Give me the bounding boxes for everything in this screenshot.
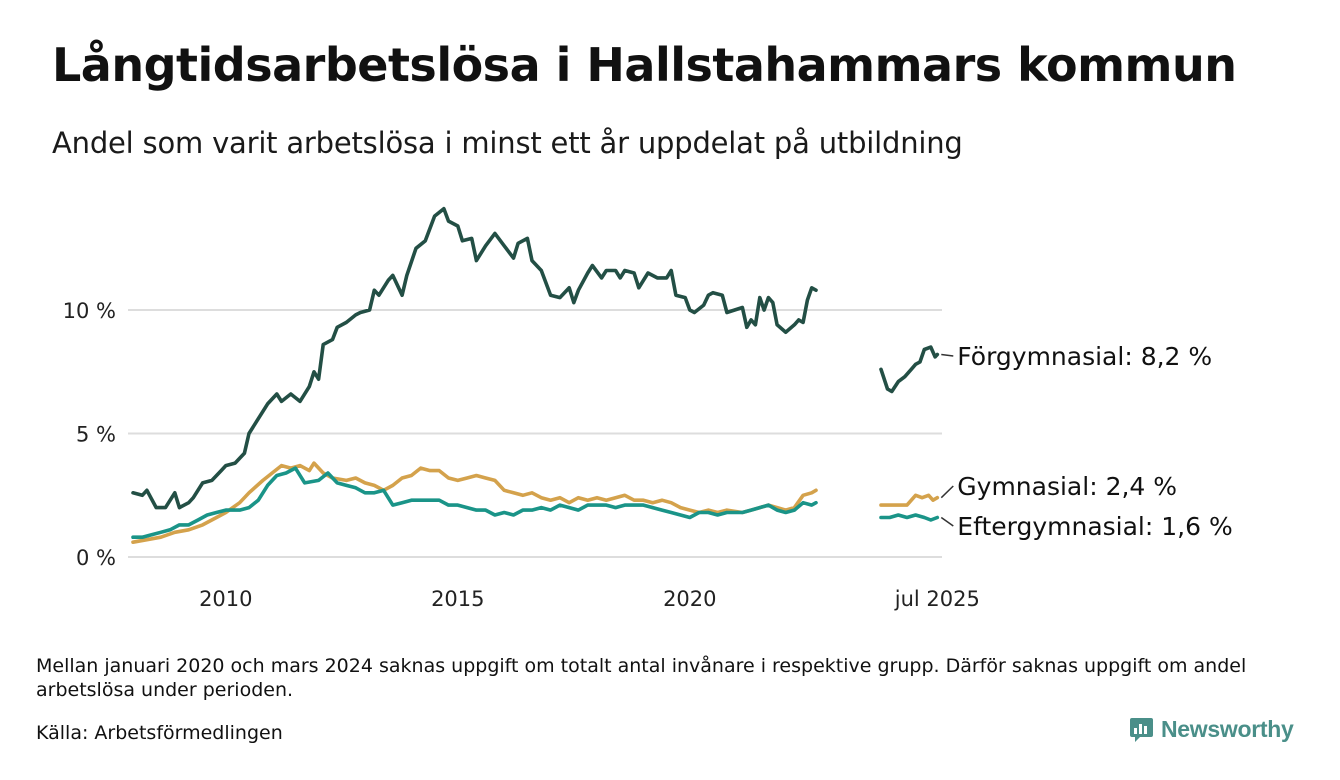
y-tick-label: 5 % — [76, 423, 116, 447]
footnote: Mellan januari 2020 och mars 2024 saknas… — [36, 655, 1247, 701]
series-line-gymnasial-segment-1 — [131, 461, 818, 544]
series-line-eftergymnasial-segment-2 — [879, 513, 940, 522]
newsworthy-logo[interactable]: Newsworthy — [1129, 716, 1294, 743]
x-tick-label: 2015 — [431, 587, 484, 611]
series-line-förgymnasial-segment-1 — [131, 206, 818, 510]
x-tick-label: 2020 — [663, 587, 716, 611]
chart-bubble-icon — [1130, 717, 1153, 742]
end-labels: Förgymnasial: 8,2 % Gymnasial: 2,4 % Efter… — [940, 342, 1233, 541]
y-tick-label: 0 % — [76, 546, 116, 570]
x-tick-label: 2010 — [199, 587, 252, 611]
x-tick-label: jul 2025 — [894, 587, 980, 611]
end-label-gymnasial: Gymnasial: 2,4 % — [957, 472, 1177, 501]
x-axis-labels: 2010 2015 2020 jul 2025 — [199, 587, 980, 611]
chart-title: Långtidsarbetslösa i Hallstahammars komm… — [52, 38, 1237, 92]
brand-name: Newsworthy — [1161, 716, 1294, 742]
y-tick-label: 10 % — [63, 299, 116, 323]
end-label-connector — [940, 516, 954, 527]
source-note: Källa: Arbetsförmedlingen — [36, 722, 283, 744]
chart-subtitle: Andel som varit arbetslösa i minst ett å… — [52, 126, 963, 160]
end-label-connector — [941, 353, 954, 357]
line-chart: 0 % 5 % 10 % 2010 2015 2020 jul 2025 Förgymna… — [63, 206, 1233, 611]
end-label-connector — [940, 485, 954, 499]
series-line-gymnasial-segment-2 — [879, 493, 940, 507]
end-label-eftergymnasial: Eftergymnasial: 1,6 % — [957, 512, 1232, 541]
series-line-eftergymnasial-segment-1 — [131, 466, 818, 539]
series-line-förgymnasial-segment-2 — [879, 345, 940, 394]
series-layer — [131, 206, 940, 544]
end-label-förgymnasial: Förgymnasial: 8,2 % — [957, 342, 1212, 371]
y-axis-labels: 0 % 5 % 10 % — [63, 299, 116, 570]
